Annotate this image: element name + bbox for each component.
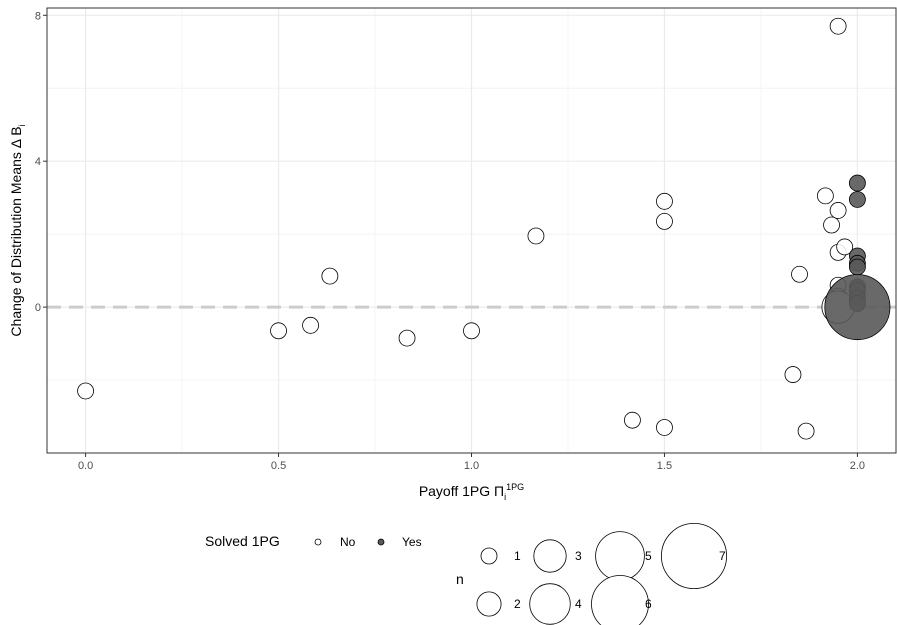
data-point-no xyxy=(398,329,416,347)
data-point-yes xyxy=(824,274,891,341)
y-axis-title: Change of Distribution Means Δ Bi xyxy=(8,124,27,336)
data-point-no xyxy=(816,187,834,205)
legend-yes-label: Yes xyxy=(402,535,422,549)
legend-size-label: 2 xyxy=(514,597,521,611)
legend-size-label: 1 xyxy=(514,549,521,563)
data-point-no xyxy=(656,419,673,436)
legend-size-label: 3 xyxy=(575,549,582,563)
data-point-no xyxy=(784,366,802,383)
legend-color-title: Solved 1PG xyxy=(205,533,280,549)
x-tick-label: 2.0 xyxy=(850,460,865,472)
legend-no-key xyxy=(314,538,322,546)
x-tick-label: 1.5 xyxy=(657,460,672,472)
data-point-no xyxy=(77,382,94,400)
legend-size-label: 5 xyxy=(645,549,652,563)
legend-size-key xyxy=(591,575,649,625)
data-point-no xyxy=(321,267,339,285)
y-tick-label: 4 xyxy=(35,156,41,168)
data-point-yes xyxy=(849,258,866,276)
legend-no-label: No xyxy=(340,535,356,549)
data-point-no xyxy=(797,422,815,440)
data-point-yes xyxy=(849,191,866,208)
legend-size-key xyxy=(595,531,645,581)
data-point-no xyxy=(836,238,854,256)
y-tick-label: 8 xyxy=(35,10,41,22)
data-point-no xyxy=(656,212,673,230)
data-point-no xyxy=(624,411,641,429)
ticks-layer: 0.0 0.5 1.0 1.5 2.0 0 4 8 xyxy=(35,10,865,472)
data-point-no xyxy=(829,202,847,219)
data-point-no xyxy=(302,316,319,334)
data-point-yes xyxy=(849,174,866,192)
legend-size-key xyxy=(476,591,502,617)
data-point-no xyxy=(527,227,545,245)
x-tick-label: 1.0 xyxy=(464,460,479,472)
legend-size-title: n xyxy=(456,571,464,587)
legend-size-label: 7 xyxy=(719,549,726,563)
data-point-no xyxy=(823,216,840,234)
legend-size-key xyxy=(480,547,498,565)
legend-size-label: 6 xyxy=(645,597,652,611)
data-point-no xyxy=(656,192,673,210)
legend-yes-key xyxy=(377,538,385,546)
size-legend: n 1 2 3 4 5 6 7 xyxy=(456,523,728,625)
color-legend: Solved 1PG No Yes xyxy=(205,533,422,549)
y-tick-label: 0 xyxy=(35,302,41,314)
x-tick-label: 0.0 xyxy=(78,460,93,472)
legend-size-label: 4 xyxy=(575,597,582,611)
x-tick-label: 0.5 xyxy=(271,460,286,472)
legend-size-key xyxy=(533,539,567,573)
legend-size-key xyxy=(529,583,571,625)
grid-layer xyxy=(47,8,896,453)
data-point-no xyxy=(829,17,847,35)
legend-size-key xyxy=(661,523,728,590)
points-layer xyxy=(77,17,891,440)
data-point-no xyxy=(270,322,287,340)
data-point-no xyxy=(791,265,808,283)
x-axis-title: Payoff 1PG Πi1PG xyxy=(419,482,524,502)
data-point-no xyxy=(463,322,480,340)
